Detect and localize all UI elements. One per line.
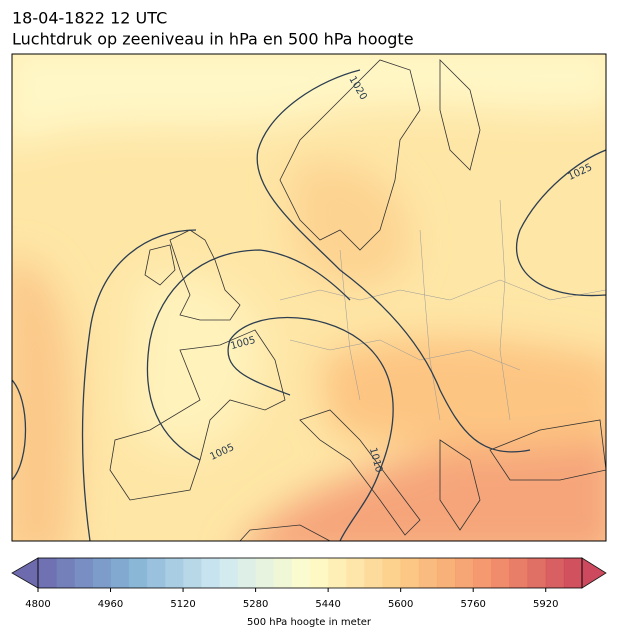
colorbar-block	[110, 558, 130, 588]
colorbar-extend-low	[11, 557, 39, 589]
colorbar-block	[310, 558, 329, 588]
colorbar-block	[382, 558, 402, 588]
colorbar-tick-label: 4800	[25, 599, 50, 610]
colorbar-block	[436, 558, 456, 588]
colorbar-block	[56, 558, 75, 588]
isobars	[12, 69, 606, 541]
colorbar-block	[201, 558, 220, 588]
colorbar-tick-label: 5280	[243, 599, 268, 610]
map-frame	[11, 53, 607, 542]
colorbar-block	[527, 558, 547, 588]
colorbar-block	[92, 558, 112, 588]
colorbar-block	[38, 558, 57, 588]
colorbar-block	[74, 558, 93, 588]
colorbar-block	[183, 558, 202, 588]
colorbar-block	[128, 558, 148, 588]
colorbar-tick-label: 5440	[315, 599, 340, 610]
colorbar-frame	[37, 557, 583, 589]
map: 1020 1025 1005 1005 1010	[12, 54, 606, 541]
colorbar-block	[146, 558, 166, 588]
colorbar-extend-high	[581, 557, 607, 589]
colorbar-block	[509, 558, 529, 588]
colorbar-tick-label: 5600	[388, 599, 413, 610]
colorbar-block	[418, 558, 438, 588]
country-borders	[279, 199, 606, 421]
colorbar-block	[400, 558, 420, 588]
colorbar-tick-label: 4960	[98, 599, 123, 610]
colorbar-label: 500 hPa hoogte in meter	[247, 617, 372, 628]
colorbar-block	[328, 558, 347, 588]
colorbar-block	[563, 558, 583, 588]
coastlines	[109, 59, 606, 541]
colorbar-block	[164, 558, 184, 588]
subtitle: Luchtdruk op zeeniveau in hPa en 500 hPa…	[12, 30, 414, 49]
colorbar-block	[346, 558, 365, 588]
colorbar-block	[364, 558, 384, 588]
colorbar-block	[291, 558, 311, 588]
title: 18-04-1822 12 UTC	[12, 9, 167, 28]
colorbar-tick-label: 5120	[170, 599, 195, 610]
colorbar-block	[545, 558, 565, 588]
colorbar-tick-label: 5760	[460, 599, 485, 610]
colorbar-tick-label: 5920	[533, 599, 558, 610]
colorbar-block	[219, 558, 238, 588]
colorbar-block	[455, 558, 474, 588]
colorbar-block	[491, 558, 510, 588]
colorbar-block	[255, 558, 275, 588]
colorbar-block	[237, 558, 257, 588]
colorbar-block	[273, 558, 293, 588]
colorbar: 4800 4960 5120 5280 5440 5600 5760 5920	[11, 557, 607, 610]
colorbar-block	[473, 558, 492, 588]
